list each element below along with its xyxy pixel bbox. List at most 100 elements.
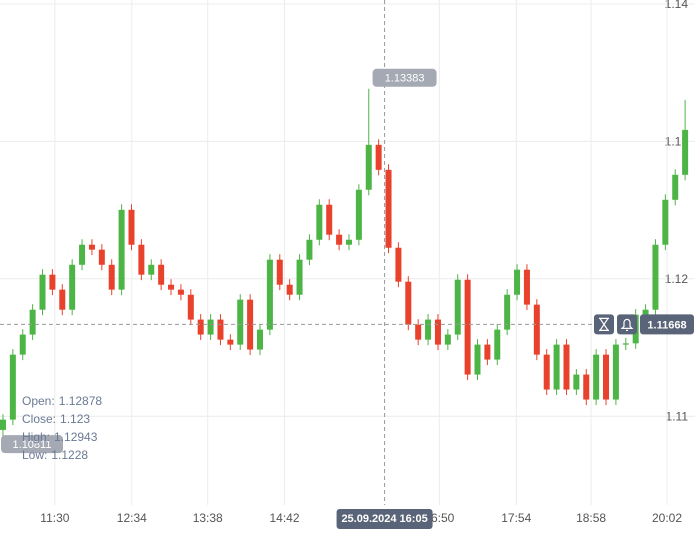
candle-body [652,244,659,310]
info-key: High: [22,430,50,444]
candle-body [247,299,254,350]
candle-body [227,339,234,345]
bell-icon [620,318,634,332]
candle-body [415,324,422,340]
candle-body [0,419,6,430]
x-tick-label: 18:58 [576,511,606,525]
candle-body [682,129,689,175]
candle-body [385,169,392,248]
candle-body [59,289,66,310]
candle-body [217,319,224,340]
candle-body [237,299,244,345]
candle-body [197,319,204,335]
candle-body [79,244,86,265]
candle-body [603,354,610,400]
candle-body [326,204,333,235]
candle-body [9,354,16,420]
candle-body [612,344,619,400]
candle-body [19,334,26,355]
candle-body [296,259,303,295]
candle-body [662,199,669,245]
max-tag [372,68,437,87]
candle-body [474,344,481,375]
candle-body [69,264,76,310]
candle-body [316,204,323,240]
info-key: Open: [22,394,55,408]
price-tag [640,314,694,335]
hourglass-icon [599,317,609,332]
candle-body [622,343,629,345]
candle-body [514,269,521,295]
candle-body [543,354,550,390]
x-tick-label: 12:34 [117,511,147,525]
candle-body [345,239,352,245]
candle-body [504,294,511,330]
candle-body [168,284,175,290]
candle-body [593,354,600,400]
candle-body [266,259,273,330]
crosshair-tag [336,509,433,529]
x-tick-label: 14:42 [270,511,300,525]
candle-body [523,269,530,305]
info-value: 1.12878 [59,394,103,408]
candle-body [177,289,184,295]
candle-body [365,144,372,190]
candle-body [88,244,95,250]
candle-body [573,374,580,390]
x-tick-label: 13:38 [193,511,223,525]
candle-body [276,259,283,285]
candle-body [49,274,56,290]
max-label: 1.13383 [385,73,425,85]
info-key: Close: [22,412,56,426]
candle-body [494,329,501,360]
candle-body [553,344,560,390]
info-key: Low: [22,448,47,462]
candle-body [583,374,590,400]
candle-body [286,284,293,295]
candle-body [672,174,679,200]
candle-body [306,239,313,260]
candle-body [395,247,402,282]
y-tick-label: 1.12 [665,272,689,286]
candle-body [454,279,461,335]
candle-body [128,209,135,245]
info-value: 1.123 [60,412,90,426]
y-tick-label: 1.11 [666,409,689,423]
candle-body [425,319,432,340]
min-label: 1.10811 [13,439,52,451]
candle-body [39,274,46,310]
candle-body [108,264,115,290]
info-line: Open: 1.12878 [22,394,102,408]
candle-body [434,319,441,345]
candle-body [207,319,214,335]
candle-body [642,309,649,315]
icon-button[interactable] [617,314,637,335]
x-tick-label: 11:30 [40,511,69,525]
info-value: 1.12943 [54,430,98,444]
crosshair-label: 25.09.2024 16:05 [341,513,427,525]
candle-body [187,294,194,320]
candle-body [355,189,362,240]
candle-body [563,344,570,390]
last-price-label: 1.11668 [647,319,686,331]
candle-body [375,144,382,170]
min-tag [1,435,63,454]
candle-body [444,334,451,345]
candle-body [148,264,155,275]
candle-body [138,244,145,275]
candle-body [405,281,412,325]
x-tick-label: 17:54 [501,511,531,525]
candle-body [158,264,165,285]
candle-body [533,304,540,355]
x-tick-label: 20:02 [652,511,682,525]
info-line: High: 1.12943 [22,430,98,444]
candle-body [118,209,125,290]
info-line: Close: 1.123 [22,412,90,426]
candle-body [484,344,491,360]
candle-body [464,279,471,375]
candle-body [29,309,36,335]
info-value: 1.1228 [51,448,88,462]
candle-body [336,234,343,245]
candle-body [257,329,264,350]
